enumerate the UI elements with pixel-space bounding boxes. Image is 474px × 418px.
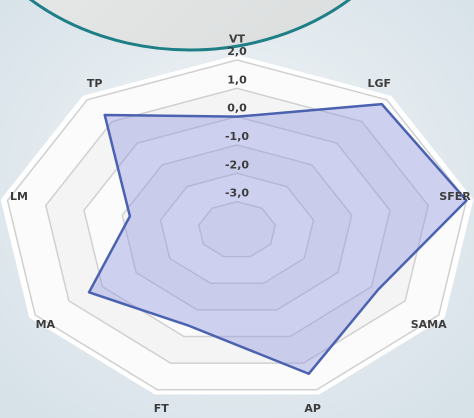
axis-label: VT xyxy=(229,33,246,46)
axis-label: AP xyxy=(304,402,321,415)
page: {"chart_data": {"type": "radar", "catego… xyxy=(0,0,474,418)
axis-label: LGF xyxy=(367,77,391,90)
axis-label: MA xyxy=(36,318,56,331)
r-tick-label: 0,0 xyxy=(227,102,247,115)
r-tick-label: -3,0 xyxy=(225,187,249,200)
axis-label: LM xyxy=(10,190,28,203)
axis-label: FT xyxy=(154,402,170,415)
r-tick-label: -2,0 xyxy=(225,158,249,171)
axis-label: TP xyxy=(87,77,103,90)
r-tick-label: 2,0 xyxy=(227,45,247,58)
axis-label: SAMA xyxy=(411,318,447,331)
r-tick-label: -1,0 xyxy=(225,130,249,143)
r-tick-label: 1,0 xyxy=(227,73,247,86)
chart: 2,0 1,0 0,0 -1,0 -2,0 -3,0 VT LGF SFER SAMA AP FT MA… xyxy=(0,0,474,418)
axis-label: SFER xyxy=(439,190,471,203)
